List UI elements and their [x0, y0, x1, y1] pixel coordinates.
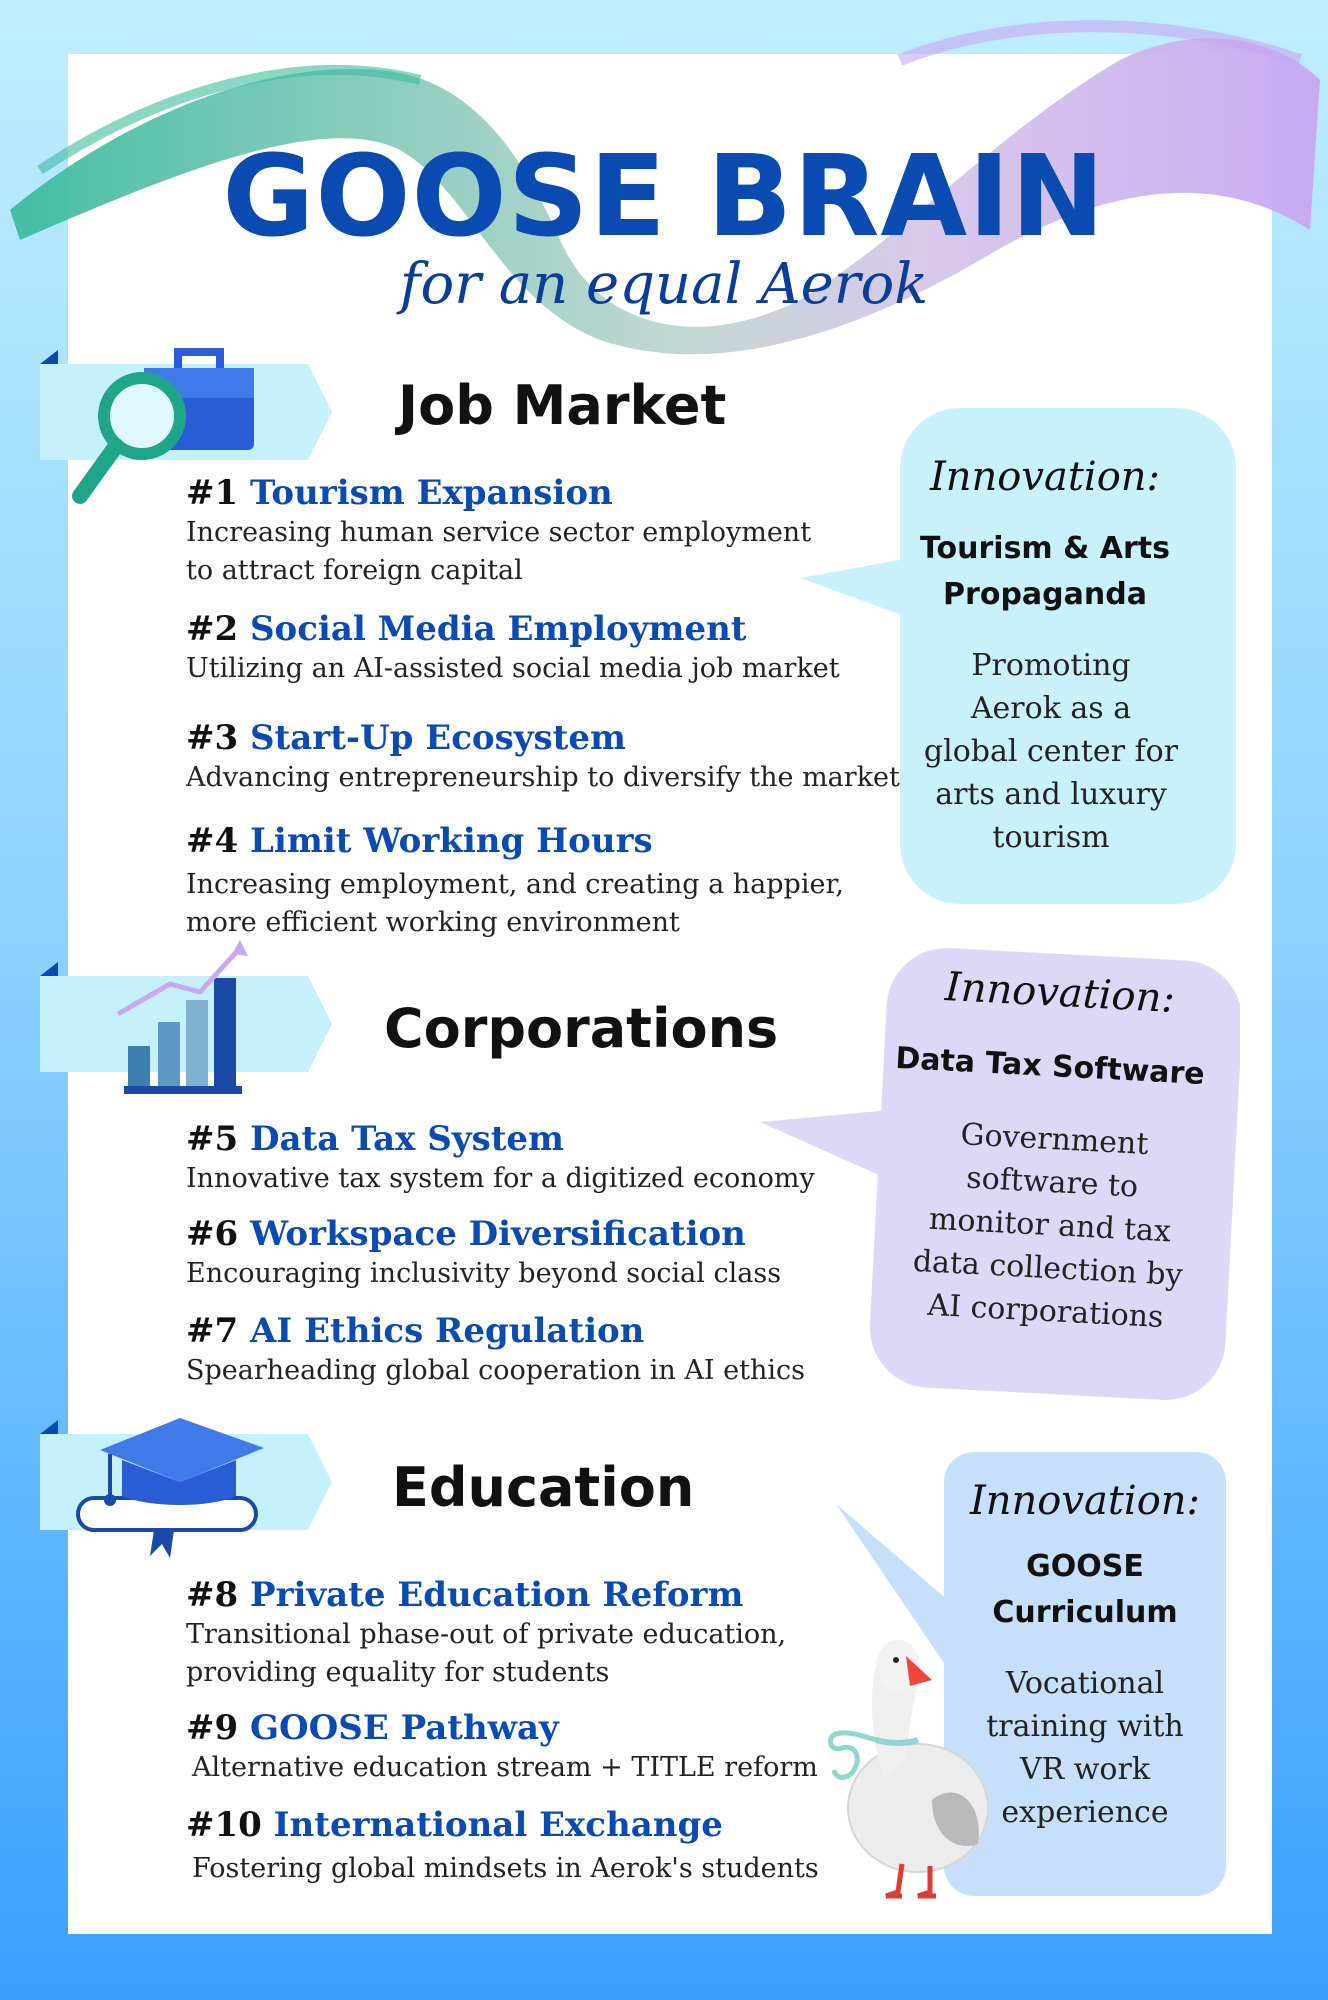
speech-bubble-shape	[836, 1452, 1226, 1896]
item-heading: #2 Social Media Employment	[186, 609, 747, 649]
item-heading: #9 GOOSE Pathway	[186, 1708, 559, 1748]
item-heading: #7 AI Ethics Regulation	[186, 1311, 645, 1351]
item-heading: #8 Private Education Reform	[186, 1575, 744, 1615]
item-description: Spearheading global cooperation in AI et…	[186, 1355, 805, 1386]
item-heading: #5 Data Tax System	[186, 1119, 565, 1159]
list-item: #9 GOOSE Pathway Alternative education s…	[186, 1707, 906, 1787]
list-item: #1 Tourism Expansion Increasing human se…	[186, 472, 906, 590]
innovation-description: Government software to monitor and tax data…	[912, 1117, 1184, 1336]
page-subtitle: for an equal Aerok	[399, 252, 929, 317]
list-item: #5 Data Tax System Innovative tax system…	[186, 1118, 906, 1198]
innovation-description: Promoting Aerok as a global center for arts…	[923, 648, 1179, 855]
item-heading: #6 Workspace Diversification	[186, 1214, 746, 1254]
speech-bubble-shape	[760, 948, 1240, 1401]
item-heading: #4 Limit Working Hours	[186, 821, 653, 861]
graduation-cap-icon	[76, 1418, 264, 1558]
list-item: #3 Start-Up Ecosystem Advancing entrepre…	[186, 717, 906, 797]
section-title-job-market: Job Market	[398, 374, 727, 437]
innovation-bubble-education: Innovation: GOOSE Curriculum Vocational tr…	[830, 1452, 1230, 1902]
item-heading: #1 Tourism Expansion	[186, 473, 613, 513]
innovation-name: GOOSE Curriculum	[992, 1549, 1178, 1630]
goose-icon	[827, 1640, 989, 1899]
list-item: #7 AI Ethics Regulation Spearheading glo…	[186, 1310, 906, 1390]
briefcase-magnifier-icon	[72, 348, 254, 504]
innovation-label: Innovation:	[929, 454, 1161, 500]
list-item: #8 Private Education Reform Transitional…	[186, 1574, 906, 1692]
section-title-corporations: Corporations	[384, 997, 779, 1060]
innovation-description: Vocational training with VR work experience	[986, 1666, 1184, 1830]
item-description: Encouraging inclusivity beyond social cl…	[186, 1258, 782, 1289]
item-description: Fostering global mindsets in Aerok's stu…	[192, 1853, 819, 1884]
innovation-bubble-corporations: Innovation: Data Tax Software Government…	[760, 940, 1240, 1410]
speech-bubble-shape	[800, 408, 1236, 904]
item-description: Alternative education stream + TITLE ref…	[192, 1752, 818, 1783]
page-title: GOOSE BRAIN	[222, 132, 1106, 262]
innovation-label: Innovation:	[969, 1478, 1201, 1524]
list-item: #4 Limit Working Hours Increasing employ…	[186, 820, 906, 942]
list-item: #2 Social Media Employment Utilizing an …	[186, 608, 906, 688]
list-item: #10 International Exchange Fostering glo…	[186, 1804, 906, 1888]
item-description: Utilizing an AI-assisted social media jo…	[186, 653, 840, 684]
brush-stroke-decoration	[10, 20, 1320, 355]
item-description: Innovative tax system for a digitized ec…	[186, 1163, 815, 1194]
list-item: #6 Workspace Diversification Encouraging…	[186, 1213, 906, 1293]
item-heading: #3 Start-Up Ecosystem	[186, 718, 626, 758]
item-description: Advancing entrepreneurship to diversify …	[186, 762, 900, 793]
bar-chart-icon	[116, 940, 248, 1094]
section-title-education: Education	[392, 1456, 695, 1519]
item-description: Transitional phase-out of private educat…	[186, 1619, 787, 1688]
innovation-name: Tourism & Arts Propaganda	[920, 531, 1170, 612]
innovation-bubble-job-market: Innovation: Tourism & Arts Propaganda Pro…	[800, 408, 1240, 908]
item-description: Increasing employment, and creating a ha…	[186, 869, 844, 938]
item-description: Increasing human service sector employme…	[186, 517, 812, 586]
item-heading: #10 International Exchange	[186, 1805, 723, 1845]
